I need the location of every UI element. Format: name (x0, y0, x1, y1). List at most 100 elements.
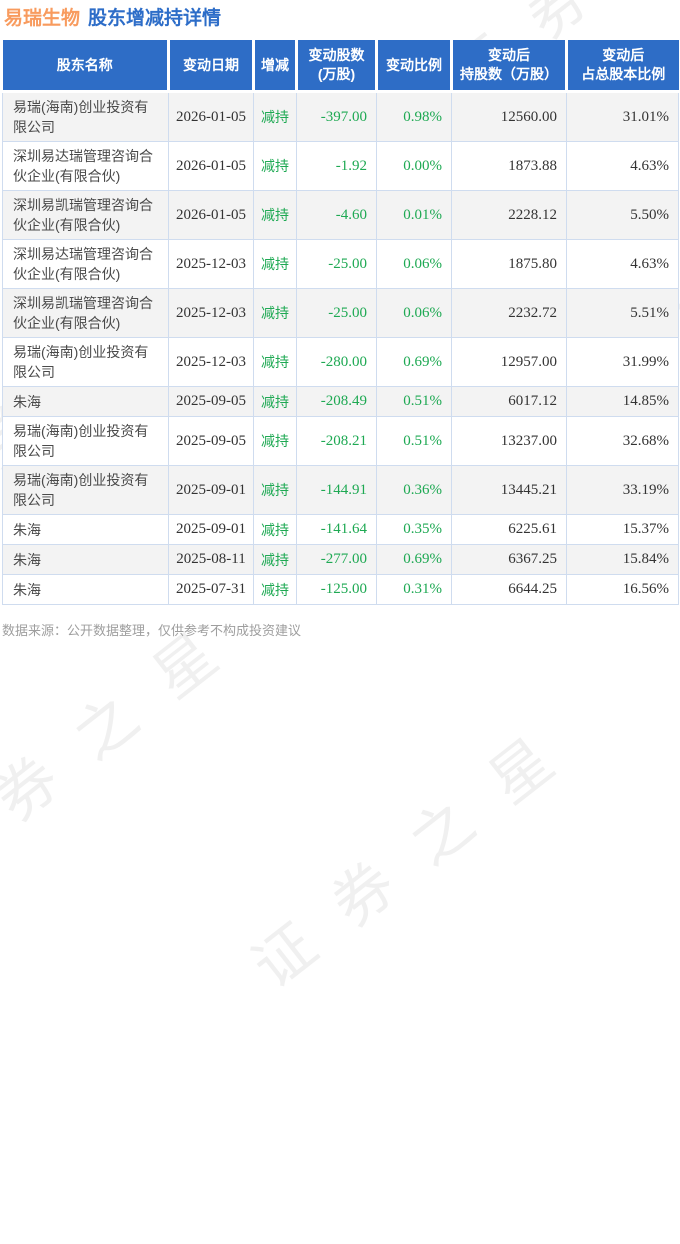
ratio-after: 5.51% (566, 288, 679, 338)
shareholder-name: 朱海 (2, 514, 169, 545)
change-date: 2026-01-05 (168, 91, 254, 142)
col-header-4: 变动比例 (375, 40, 452, 93)
ratio-after: 32.68% (566, 416, 679, 466)
table-row: 朱海 2025-07-31 减持 -125.00 0.31% 6644.25 16.56% (2, 574, 679, 605)
shareholder-name: 易瑞(海南)创业投资有限公司 (2, 337, 169, 387)
shareholder-name: 深圳易凯瑞管理咨询合伙企业(有限合伙) (2, 288, 169, 338)
shareholder-name: 朱海 (2, 544, 169, 575)
ratio-after: 15.37% (566, 514, 679, 545)
action-label: 减持 (253, 574, 297, 605)
change-date: 2026-01-05 (168, 141, 254, 191)
change-shares: -280.00 (296, 337, 377, 387)
change-shares: -397.00 (296, 91, 377, 142)
data-source-note: 数据来源：公开数据整理，仅供参考不构成投资建议 (2, 623, 302, 638)
action-label: 减持 (253, 514, 297, 545)
change-ratio: 0.35% (376, 514, 452, 545)
ratio-after: 4.63% (566, 239, 679, 289)
change-ratio: 0.00% (376, 141, 452, 191)
action-label: 减持 (253, 337, 297, 387)
change-date: 2025-09-01 (168, 514, 254, 545)
table-row: 朱海 2025-08-11 减持 -277.00 0.69% 6367.25 15.84% (2, 544, 679, 575)
change-shares: -277.00 (296, 544, 377, 575)
shares-after: 13445.21 (451, 465, 567, 515)
action-label: 减持 (253, 416, 297, 466)
shareholder-name: 朱海 (2, 574, 169, 605)
table-row: 深圳易凯瑞管理咨询合伙企业(有限合伙) 2025-12-03 减持 -25.00 0.0… (2, 288, 679, 338)
shareholder-name: 易瑞(海南)创业投资有限公司 (2, 465, 169, 515)
change-date: 2025-12-03 (168, 288, 254, 338)
shares-after: 12560.00 (451, 91, 567, 142)
change-date: 2025-07-31 (168, 574, 254, 605)
change-shares: -208.21 (296, 416, 377, 466)
change-ratio: 0.31% (376, 574, 452, 605)
change-ratio: 0.36% (376, 465, 452, 515)
col-header-1: 变动日期 (167, 40, 254, 93)
shares-after: 6367.25 (451, 544, 567, 575)
col-header-5: 变动后 持股数（万股） (450, 40, 567, 93)
shares-after: 6644.25 (451, 574, 567, 605)
table-row: 朱海 2025-09-05 减持 -208.49 0.51% 6017.12 14.85% (2, 386, 679, 417)
action-label: 减持 (253, 239, 297, 289)
action-label: 减持 (253, 190, 297, 240)
shareholder-name: 易瑞(海南)创业投资有限公司 (2, 91, 169, 142)
table-row: 深圳易达瑞管理咨询合伙企业(有限合伙) 2025-12-03 减持 -25.00 0.0… (2, 239, 679, 289)
shares-after: 1875.80 (451, 239, 567, 289)
shares-after: 2228.12 (451, 190, 567, 240)
change-ratio: 0.06% (376, 239, 452, 289)
shares-after: 2232.72 (451, 288, 567, 338)
change-ratio: 0.06% (376, 288, 452, 338)
ratio-after: 15.84% (566, 544, 679, 575)
shares-after: 13237.00 (451, 416, 567, 466)
change-shares: -25.00 (296, 239, 377, 289)
holdings-change-table: 股东名称 变动日期 增减 变动股数 (万股) 变动比例 变动后 持股数（万股） 变动后 占总… (2, 40, 679, 605)
action-label: 减持 (253, 141, 297, 191)
table-row: 朱海 2025-09-01 减持 -141.64 0.35% 6225.61 15.37% (2, 514, 679, 545)
change-date: 2025-08-11 (168, 544, 254, 575)
ratio-after: 33.19% (566, 465, 679, 515)
stock-name: 易瑞生物 (4, 8, 81, 29)
change-date: 2026-01-05 (168, 190, 254, 240)
ratio-after: 5.50% (566, 190, 679, 240)
change-date: 2025-09-05 (168, 386, 254, 417)
col-header-3: 变动股数 (万股) (295, 40, 377, 93)
shares-after: 12957.00 (451, 337, 567, 387)
change-shares: -4.60 (296, 190, 377, 240)
ratio-after: 4.63% (566, 141, 679, 191)
ratio-after: 14.85% (566, 386, 679, 417)
change-ratio: 0.69% (376, 337, 452, 387)
change-ratio: 0.69% (376, 544, 452, 575)
change-date: 2025-12-03 (168, 337, 254, 387)
shareholder-name: 深圳易达瑞管理咨询合伙企业(有限合伙) (2, 239, 169, 289)
action-label: 减持 (253, 465, 297, 515)
action-label: 减持 (253, 544, 297, 575)
change-shares: -1.92 (296, 141, 377, 191)
ratio-after: 16.56% (566, 574, 679, 605)
table-row: 深圳易达瑞管理咨询合伙企业(有限合伙) 2026-01-05 减持 -1.92 0.00… (2, 141, 679, 191)
table-row: 易瑞(海南)创业投资有限公司 2025-09-05 减持 -208.21 0.51% 13… (2, 416, 679, 466)
col-header-0: 股东名称 (2, 40, 169, 93)
change-date: 2025-09-01 (168, 465, 254, 515)
shareholder-name: 深圳易达瑞管理咨询合伙企业(有限合伙) (2, 141, 169, 191)
shares-after: 6225.61 (451, 514, 567, 545)
action-label: 减持 (253, 91, 297, 142)
table-row: 易瑞(海南)创业投资有限公司 2026-01-05 减持 -397.00 0.98% 12… (2, 91, 679, 142)
action-label: 减持 (253, 386, 297, 417)
ratio-after: 31.01% (566, 91, 679, 142)
col-header-2: 增减 (252, 40, 297, 93)
change-shares: -208.49 (296, 386, 377, 417)
change-shares: -141.64 (296, 514, 377, 545)
shareholder-name: 深圳易凯瑞管理咨询合伙企业(有限合伙) (2, 190, 169, 240)
change-date: 2025-09-05 (168, 416, 254, 466)
shares-after: 1873.88 (451, 141, 567, 191)
change-shares: -144.91 (296, 465, 377, 515)
table-row: 易瑞(海南)创业投资有限公司 2025-09-01 减持 -144.91 0.36% 13… (2, 465, 679, 515)
change-shares: -125.00 (296, 574, 377, 605)
action-label: 减持 (253, 288, 297, 338)
shareholder-name: 朱海 (2, 386, 169, 417)
col-header-6: 变动后 占总股本比例 (565, 40, 679, 93)
change-date: 2025-12-03 (168, 239, 254, 289)
table-header: 股东名称 变动日期 增减 变动股数 (万股) 变动比例 变动后 持股数（万股） 变动后 占总… (2, 40, 679, 93)
shares-after: 6017.12 (451, 386, 567, 417)
table-row: 易瑞(海南)创业投资有限公司 2025-12-03 减持 -280.00 0.69% 12… (2, 337, 679, 387)
change-ratio: 0.51% (376, 416, 452, 466)
